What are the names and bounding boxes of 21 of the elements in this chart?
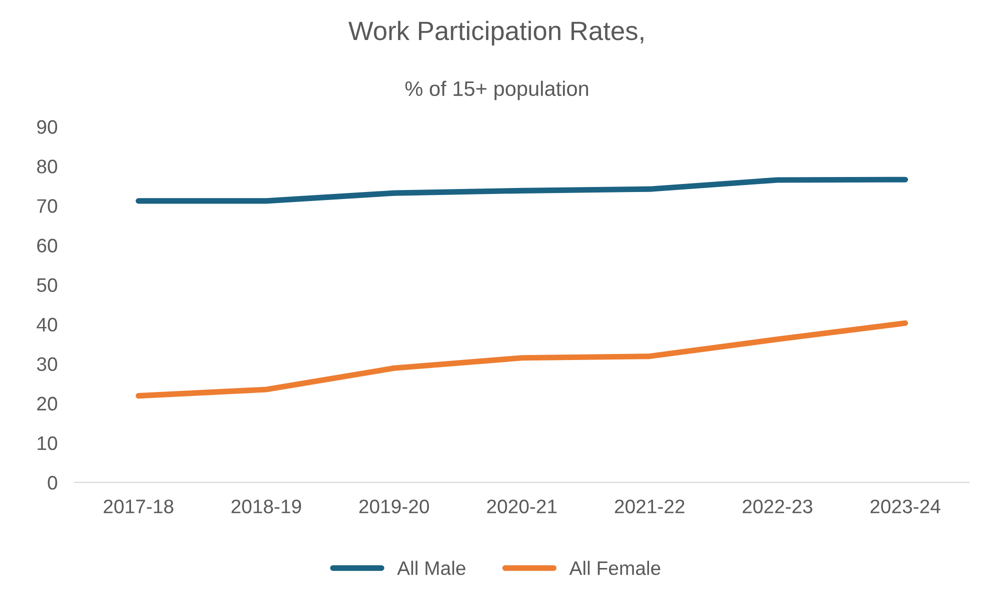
y-tick-label: 40 bbox=[36, 318, 58, 332]
x-tick-label: 2018-19 bbox=[232, 500, 302, 514]
x-tick-label: 2017-18 bbox=[104, 500, 174, 514]
y-tick-label: 80 bbox=[37, 160, 58, 174]
y-tick-label: 60 bbox=[37, 238, 58, 252]
y-tick-label: 70 bbox=[37, 199, 58, 213]
y-tick-label: 10 bbox=[38, 436, 58, 450]
x-tick-label: 2021-22 bbox=[614, 500, 684, 514]
x-tick-label: 2022-23 bbox=[742, 500, 812, 514]
y-tick-label: 20 bbox=[37, 396, 58, 411]
x-tick-label: 2023-24 bbox=[870, 500, 940, 514]
y-tick-label: 30 bbox=[37, 357, 58, 372]
chart-subtitle: % of 15+ population bbox=[405, 80, 588, 100]
y-tick-label: 90 bbox=[37, 120, 58, 134]
x-tick-label: 2020-21 bbox=[487, 500, 557, 514]
y-tick-label: 0 bbox=[48, 476, 58, 490]
y-tick-label: 50 bbox=[37, 278, 58, 292]
legend-label: All Female bbox=[569, 560, 660, 576]
chart-title: Work Participation Rates, bbox=[348, 20, 644, 46]
legend-label: All Male bbox=[397, 560, 466, 576]
x-tick-label: 2019-20 bbox=[359, 500, 429, 514]
